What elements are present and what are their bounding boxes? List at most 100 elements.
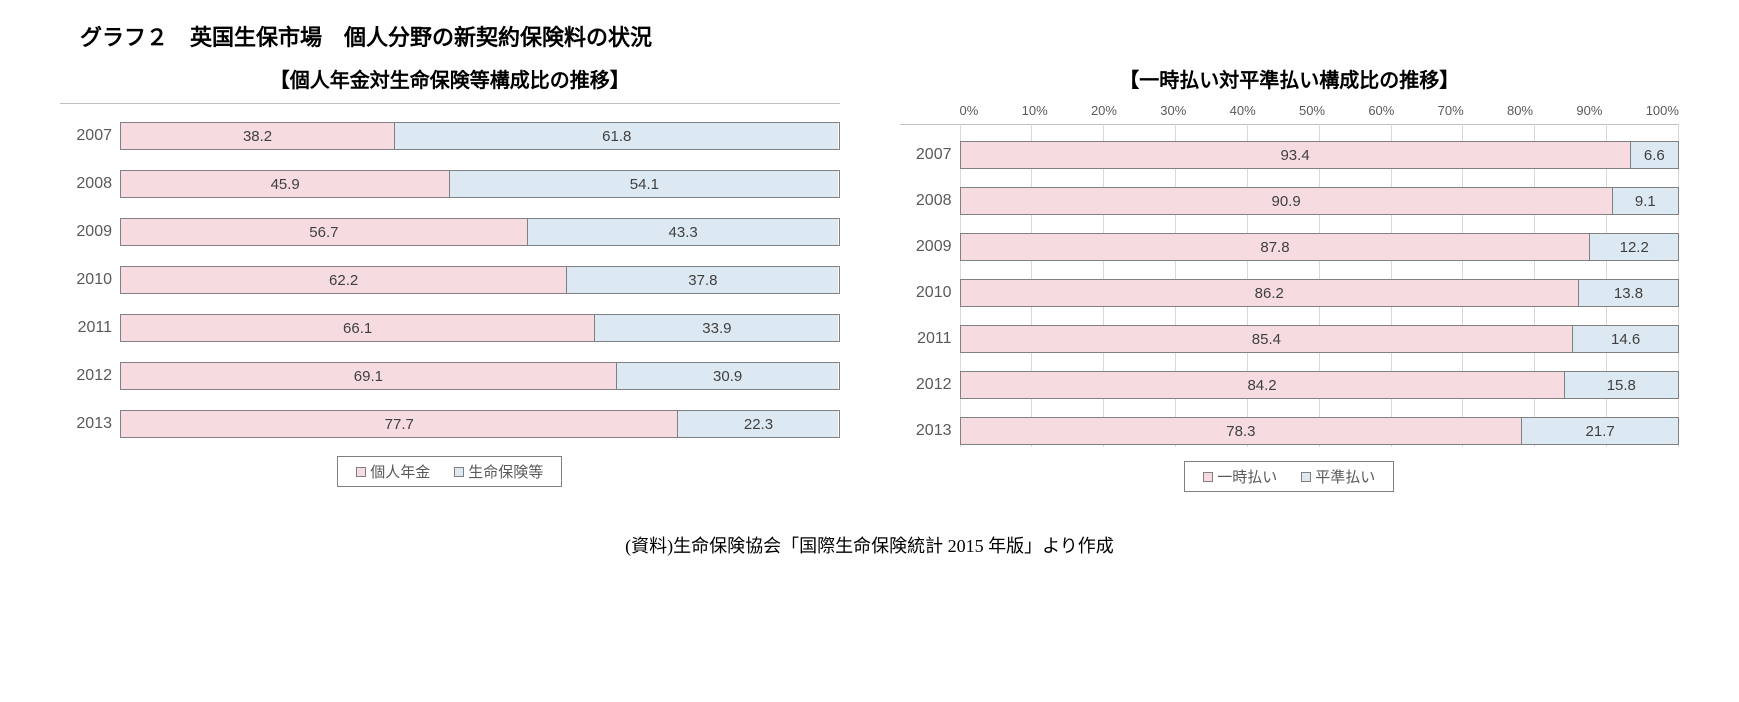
legend-item-life: 生命保険等 (454, 461, 543, 482)
chart-left-area: 200738.261.8 200845.954.1 200956.743.3 2010… (60, 103, 840, 440)
year-label: 2007 (60, 127, 120, 145)
chart-right-axis: 0%10%20%30%40%50%60%70%80%90%100% (900, 103, 1680, 118)
year-label: 2013 (900, 422, 960, 440)
bar-segment: 78.3 (961, 418, 1523, 444)
bar-segment: 86.2 (961, 280, 1579, 306)
bar-row: 201166.133.9 (60, 312, 840, 344)
bar-track: 85.414.6 (960, 325, 1680, 353)
bar-row: 200845.954.1 (60, 168, 840, 200)
bar-track: 87.812.2 (960, 233, 1680, 261)
source-note: (資料)生命保険協会「国際生命保険統計 2015 年版」より作成 (60, 532, 1679, 558)
axis-tick: 50% (1299, 103, 1325, 118)
bar-segment: 9.1 (1613, 188, 1678, 214)
legend-item-level: 平準払い (1301, 466, 1375, 487)
bar-segment: 54.1 (450, 171, 838, 197)
bar-segment: 30.9 (617, 363, 839, 389)
chart-left: 【個人年金対生命保険等構成比の推移】 200738.261.8 200845.95… (60, 64, 840, 487)
legend-label-lump: 一時払い (1217, 466, 1277, 487)
year-label: 2007 (900, 146, 960, 164)
bar-segment: 6.6 (1631, 142, 1678, 168)
bar-segment: 77.7 (121, 411, 678, 437)
legend-swatch-life (454, 467, 464, 477)
bar-segment: 62.2 (121, 267, 567, 293)
chart-left-subtitle: 【個人年金対生命保険等構成比の推移】 (60, 64, 840, 93)
year-label: 2010 (60, 271, 120, 289)
chart-right-subtitle: 【一時払い対平準払い構成比の推移】 (900, 64, 1680, 93)
bar-segment: 38.2 (121, 123, 395, 149)
bar-row: 200793.46.6 (900, 139, 1680, 171)
bar-segment: 21.7 (1522, 418, 1678, 444)
bar-row: 201378.321.7 (900, 415, 1680, 447)
legend-item-lump: 一時払い (1203, 466, 1277, 487)
year-label: 2013 (60, 415, 120, 433)
bar-track: 93.46.6 (960, 141, 1680, 169)
bar-segment: 90.9 (961, 188, 1613, 214)
bar-segment: 61.8 (395, 123, 838, 149)
year-label: 2010 (900, 284, 960, 302)
bar-track: 69.130.9 (120, 362, 840, 390)
bar-segment: 43.3 (528, 219, 839, 245)
bar-row: 201062.237.8 (60, 264, 840, 296)
legend-label-level: 平準払い (1315, 466, 1375, 487)
bar-row: 200987.812.2 (900, 231, 1680, 263)
charts-row: 【個人年金対生命保険等構成比の推移】 200738.261.8200845.95… (60, 64, 1679, 492)
axis-tick: 70% (1438, 103, 1464, 118)
bar-track: 45.954.1 (120, 170, 840, 198)
bar-row: 200890.99.1 (900, 185, 1680, 217)
bar-segment: 85.4 (961, 326, 1574, 352)
axis-tick: 40% (1230, 103, 1256, 118)
year-label: 2008 (60, 175, 120, 193)
bar-row: 201185.414.6 (900, 323, 1680, 355)
axis-tick: 20% (1091, 103, 1117, 118)
bar-segment: 15.8 (1565, 372, 1678, 398)
bar-row: 201284.215.8 (900, 369, 1680, 401)
axis-tick: 0% (960, 103, 979, 118)
bar-segment: 22.3 (678, 411, 838, 437)
bar-track: 78.321.7 (960, 417, 1680, 445)
bar-segment: 66.1 (121, 315, 595, 341)
bar-segment: 93.4 (961, 142, 1631, 168)
chart-right: 【一時払い対平準払い構成比の推移】 0%10%20%30%40%50%60%70… (900, 64, 1680, 492)
chart-left-legend: 個人年金 生命保険等 (337, 456, 562, 487)
bar-track: 90.99.1 (960, 187, 1680, 215)
bar-row: 200738.261.8 (60, 120, 840, 152)
chart-right-bars: 200793.46.6 200890.99.1 200987.812.2 201086… (900, 124, 1680, 447)
bar-track: 84.215.8 (960, 371, 1680, 399)
legend-swatch-level (1301, 472, 1311, 482)
axis-tick: 10% (1022, 103, 1048, 118)
year-label: 2008 (900, 192, 960, 210)
bar-track: 86.213.8 (960, 279, 1680, 307)
bar-segment: 87.8 (961, 234, 1591, 260)
bar-row: 201269.130.9 (60, 360, 840, 392)
year-label: 2011 (900, 330, 960, 348)
legend-label-pension: 個人年金 (370, 461, 430, 482)
bar-segment: 37.8 (567, 267, 838, 293)
year-label: 2012 (900, 376, 960, 394)
year-label: 2012 (60, 367, 120, 385)
bar-row: 200956.743.3 (60, 216, 840, 248)
bar-track: 56.743.3 (120, 218, 840, 246)
bar-track: 66.133.9 (120, 314, 840, 342)
bar-track: 38.261.8 (120, 122, 840, 150)
bar-row: 201086.213.8 (900, 277, 1680, 309)
year-label: 2009 (60, 223, 120, 241)
axis-tick: 30% (1160, 103, 1186, 118)
bar-track: 62.237.8 (120, 266, 840, 294)
chart-left-bars: 200738.261.8 200845.954.1 200956.743.3 2010… (60, 103, 840, 440)
axis-tick: 100% (1646, 103, 1679, 118)
bar-row: 201377.722.3 (60, 408, 840, 440)
bar-track: 77.722.3 (120, 410, 840, 438)
bar-segment: 13.8 (1579, 280, 1678, 306)
bar-segment: 33.9 (595, 315, 838, 341)
year-label: 2009 (900, 238, 960, 256)
year-label: 2011 (60, 319, 120, 337)
chart-right-legend: 一時払い 平準払い (1184, 461, 1394, 492)
legend-label-life: 生命保険等 (468, 461, 543, 482)
axis-tick: 80% (1507, 103, 1533, 118)
bar-segment: 56.7 (121, 219, 528, 245)
chart-right-area: 0%10%20%30%40%50%60%70%80%90%100% 200793… (900, 103, 1680, 447)
legend-swatch-pension (356, 467, 366, 477)
legend-swatch-lump (1203, 472, 1213, 482)
axis-tick: 90% (1576, 103, 1602, 118)
main-title: グラフ２ 英国生保市場 個人分野の新契約保険料の状況 (60, 20, 1679, 52)
